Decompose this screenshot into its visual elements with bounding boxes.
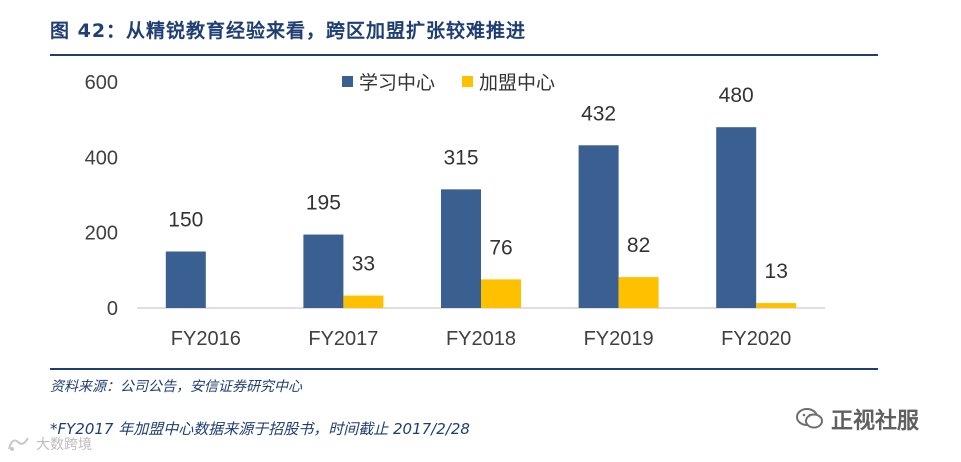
data-label: 76 [489, 236, 512, 259]
legend-label: 学习中心 [359, 72, 435, 94]
data-label: 82 [627, 234, 650, 257]
figure-title: 图 42：从精锐教育经验来看，跨区加盟扩张较难推进 [50, 20, 527, 42]
legend-swatch [342, 76, 353, 87]
watermark-left: 大数跨境 [6, 432, 92, 456]
data-label: 432 [581, 102, 616, 125]
data-label: 195 [306, 192, 341, 215]
y-tick-label: 600 [85, 72, 118, 94]
x-category-label: FY2020 [721, 328, 791, 350]
x-category-label: FY2019 [584, 328, 654, 350]
bottom-rule [50, 368, 878, 370]
data-label: 33 [352, 253, 375, 276]
bar-learning-center [441, 189, 481, 308]
bar-franchise-center [618, 277, 659, 308]
legend-swatch [462, 76, 473, 87]
data-label: 13 [765, 260, 788, 283]
bar-franchise-center [756, 303, 797, 308]
data-label: 150 [168, 209, 203, 232]
bar-learning-center [165, 251, 206, 308]
x-category-label: FY2017 [308, 328, 378, 350]
source-note: 资料来源：公司公告，安信证券研究中心 [50, 379, 302, 395]
y-tick-label: 0 [107, 298, 118, 320]
watermark-right-text: 正视社服 [831, 409, 920, 434]
wechat-icon [796, 408, 823, 429]
bar-chart: 0 200 400 600 150 FY2016 195 33 FY2017 315 76 FY201… [85, 72, 825, 350]
y-tick-label: 200 [85, 223, 118, 245]
top-rule [50, 54, 878, 56]
bar-learning-center [716, 127, 757, 308]
x-category-label: FY2016 [171, 328, 241, 350]
watermark-right: 正视社服 [795, 404, 919, 434]
watermark-left-text: 大数跨境 [36, 437, 92, 453]
footnote: *FY2017 年加盟中心数据来源于招股书，时间截止 2017/2/28 [50, 420, 470, 438]
bar-franchise-center [481, 279, 521, 308]
bar-learning-center [303, 234, 344, 308]
x-category-label: FY2018 [446, 328, 516, 350]
figure-header: 图 42：从精锐教育经验来看，跨区加盟扩张较难推进 [50, 16, 880, 50]
legend-label: 加盟中心 [479, 72, 555, 94]
bar-learning-center [578, 145, 619, 308]
bar-franchise-center [343, 295, 384, 308]
y-tick-label: 400 [85, 147, 118, 169]
data-label: 480 [719, 84, 754, 107]
data-label: 315 [443, 146, 478, 169]
brand-logo-icon [8, 437, 29, 451]
